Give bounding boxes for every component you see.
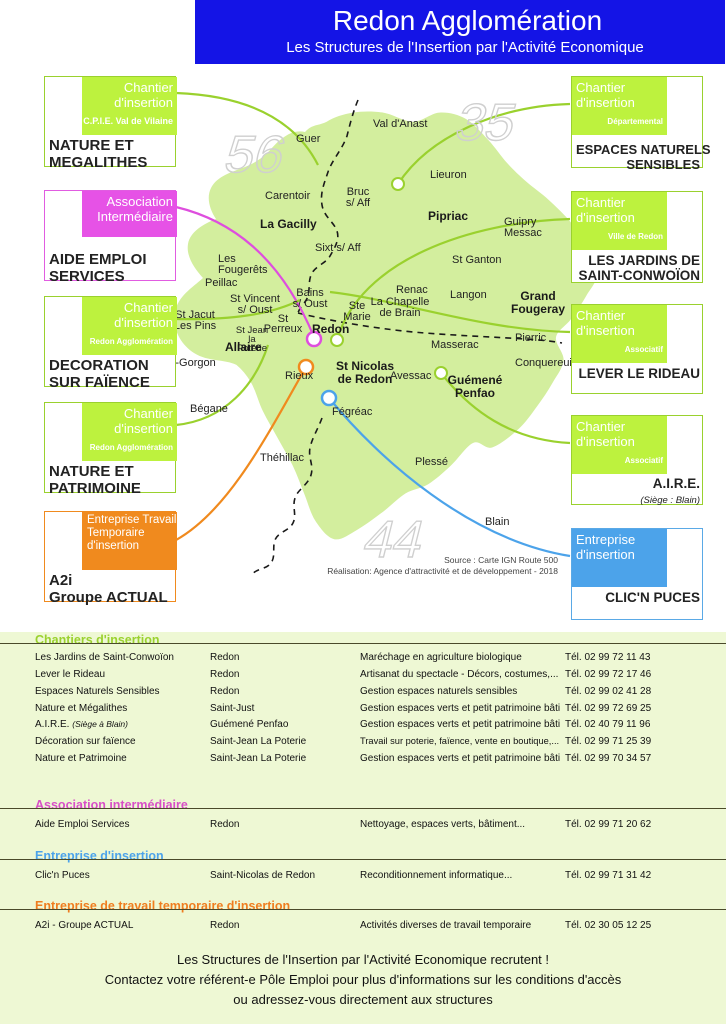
svg-text:Rieux: Rieux: [285, 370, 314, 382]
svg-text:Théhillac: Théhillac: [260, 452, 305, 464]
svg-text:Renac: Renac: [396, 284, 428, 296]
svg-text:Sixt s/ Aff: Sixt s/ Aff: [315, 242, 362, 254]
svg-text:Fégréac: Fégréac: [332, 406, 373, 418]
svg-text:Val d'Anast: Val d'Anast: [373, 118, 427, 130]
svg-text:Langon: Langon: [450, 289, 487, 301]
svg-text:La Gacilly: La Gacilly: [260, 217, 317, 231]
svg-text:Guer: Guer: [296, 133, 321, 145]
svg-text:Pierric: Pierric: [515, 332, 547, 344]
svg-text:Redon: Redon: [312, 322, 349, 336]
svg-text:Conquereuil: Conquereuil: [515, 357, 574, 369]
svg-text:Blain: Blain: [485, 516, 509, 528]
svg-text:Source : Carte IGN Route 500: Source : Carte IGN Route 500: [444, 555, 558, 565]
svg-text:Pipriac: Pipriac: [428, 209, 468, 223]
svg-text:Bégane: Bégane: [190, 403, 228, 415]
svg-text:Plessé: Plessé: [415, 456, 448, 468]
svg-text:Masserac: Masserac: [431, 339, 479, 351]
svg-text:Carentoir: Carentoir: [265, 190, 311, 202]
svg-text:Allaire: Allaire: [225, 340, 262, 354]
svg-text:St Ganton: St Ganton: [452, 254, 502, 266]
svg-text:Réalisation: Agence d'attracti: Réalisation: Agence d'attractivité et de…: [327, 566, 558, 576]
svg-text:Peillac: Peillac: [205, 277, 238, 289]
svg-text:Avessac: Avessac: [390, 370, 432, 382]
svg-text:35: 35: [450, 94, 522, 152]
svg-text:Lieuron: Lieuron: [430, 169, 467, 181]
